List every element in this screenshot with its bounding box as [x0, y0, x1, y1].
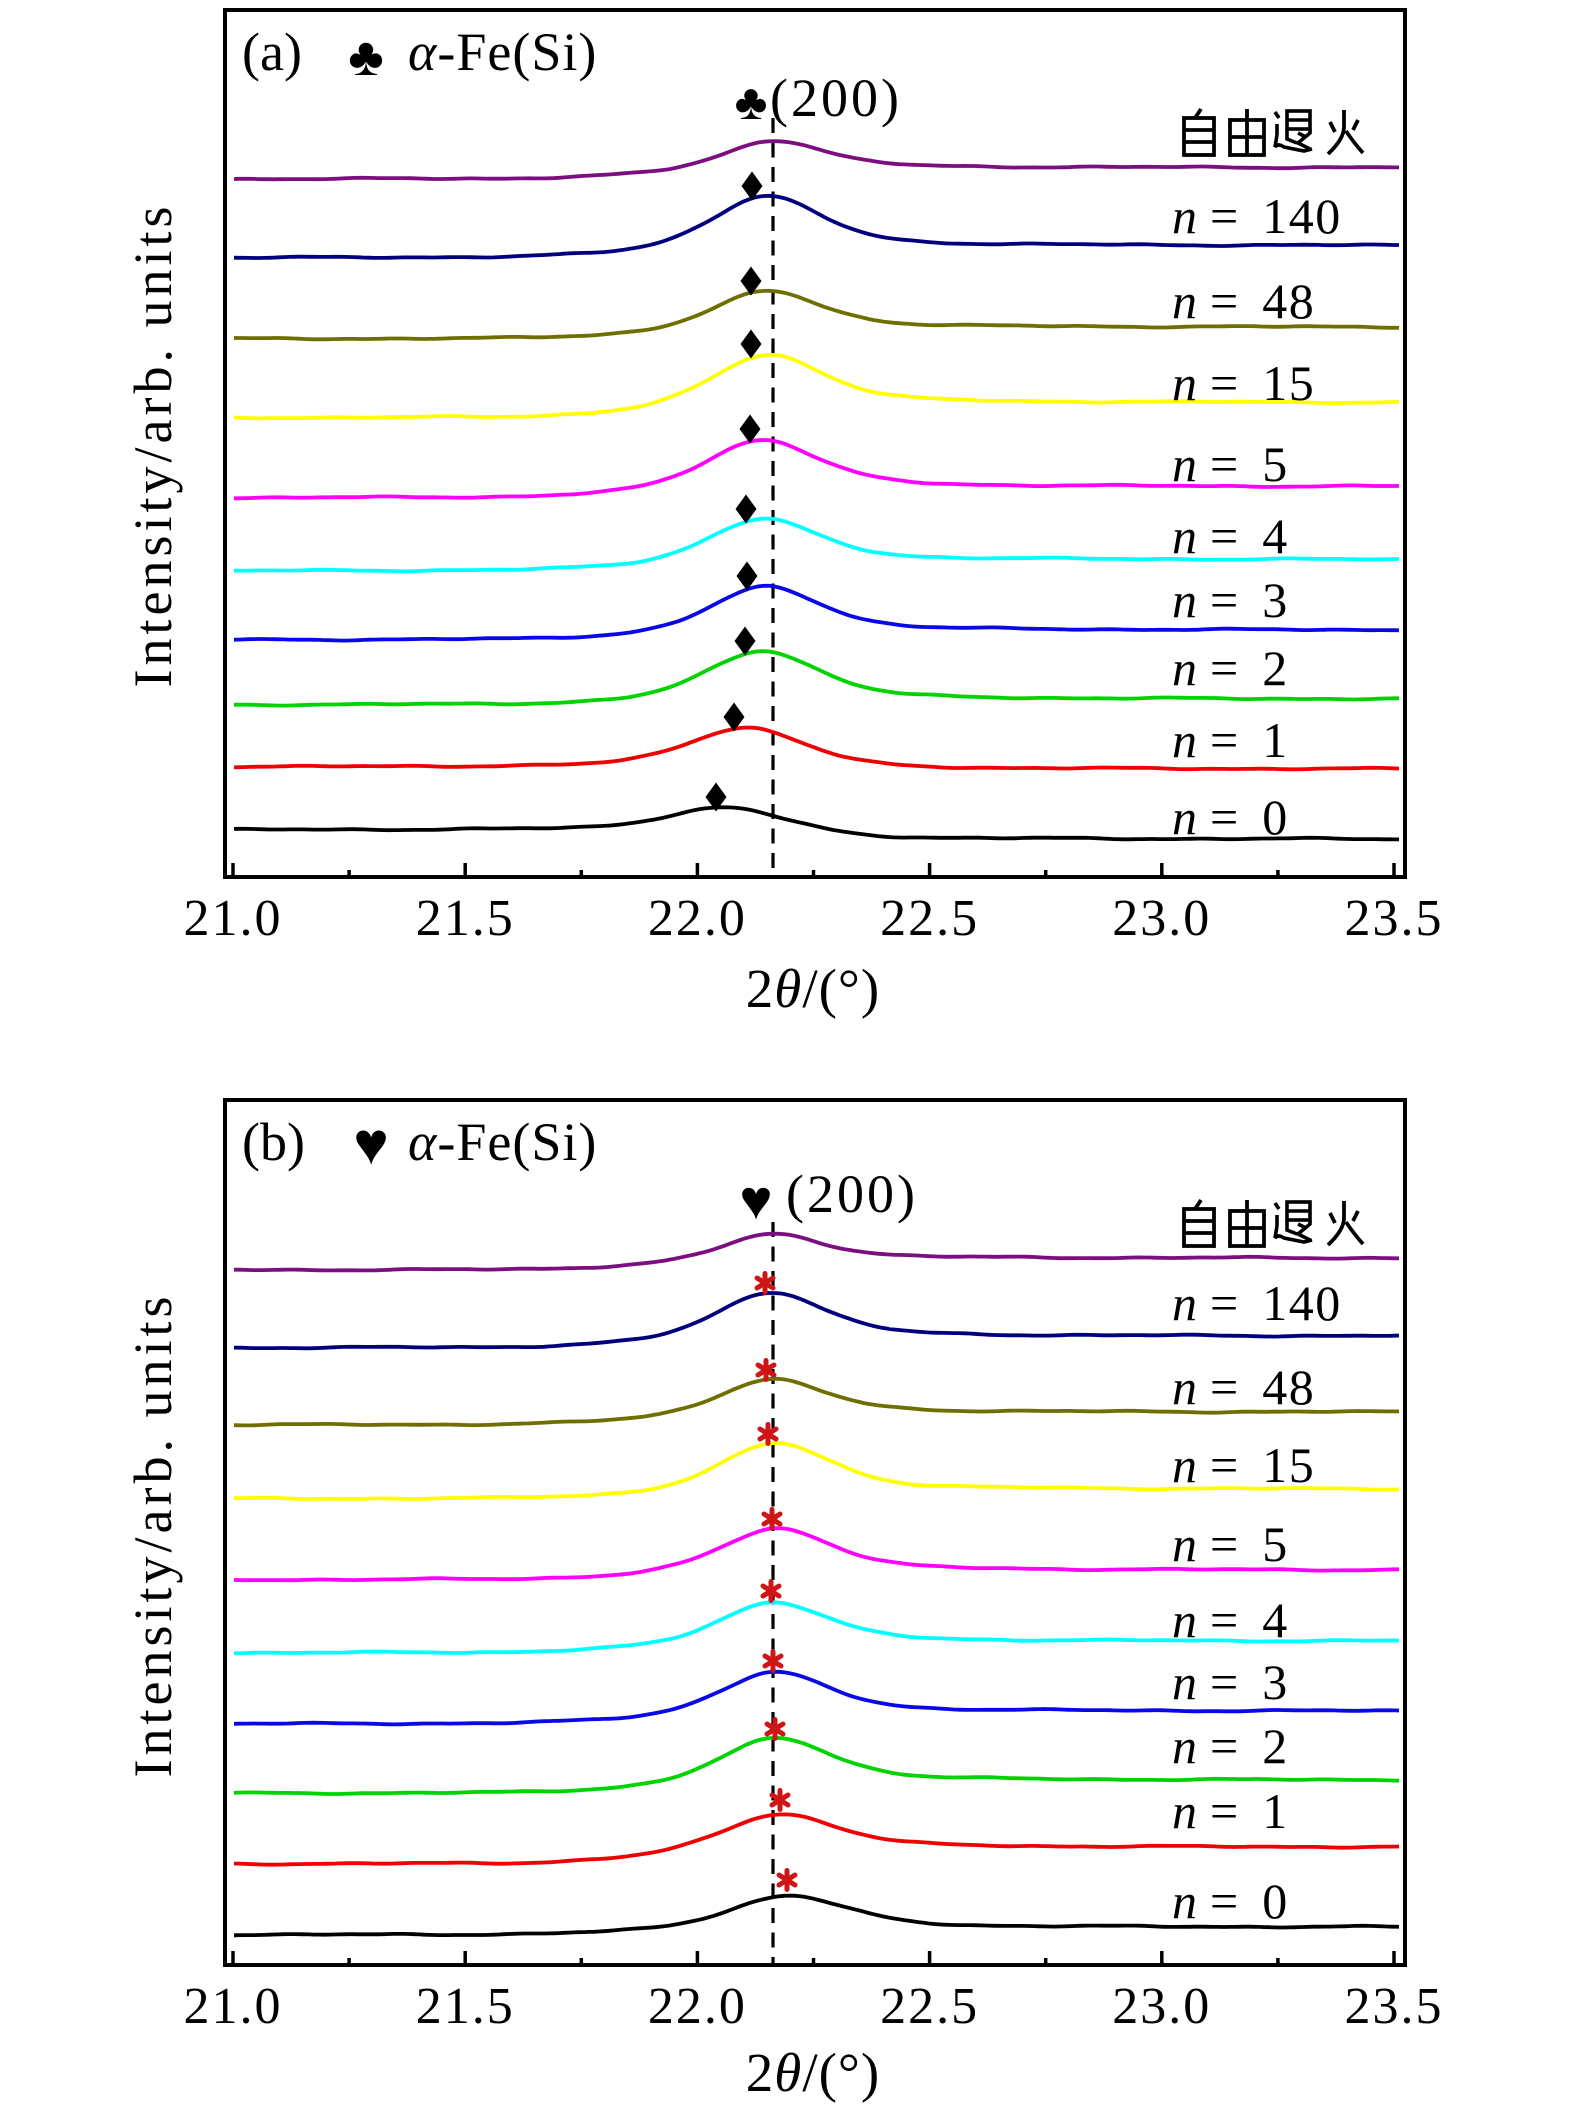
svg-text:n=4: n = 4 [1172, 508, 1289, 564]
svg-text:n=0: n = 0 [1172, 789, 1289, 845]
svg-text:♥: ♥ [739, 1170, 772, 1232]
svg-text:21.5: 21.5 [416, 1978, 515, 2035]
svg-text:♣: ♣ [735, 74, 768, 130]
svg-text:22.0: 22.0 [648, 890, 747, 947]
svg-text:n=5: n = 5 [1172, 436, 1289, 492]
svg-text:n=140: n = 140 [1172, 1275, 1342, 1331]
svg-text:(200): (200) [786, 1164, 918, 1224]
svg-text:♣: ♣ [348, 27, 383, 87]
svg-text:n=3: n = 3 [1172, 1654, 1289, 1710]
svg-text:n=48: n = 48 [1172, 1359, 1315, 1415]
svg-text:22.0: 22.0 [648, 1978, 747, 2035]
svg-text:23.0: 23.0 [1112, 1978, 1211, 2035]
svg-text:21.0: 21.0 [184, 890, 283, 947]
svg-text:Intensity/arb. units: Intensity/arb. units [123, 203, 183, 688]
svg-text:n=4: n = 4 [1172, 1592, 1289, 1648]
svg-text:21.0: 21.0 [184, 1978, 283, 2035]
svg-text:n=1: n = 1 [1172, 1783, 1289, 1839]
svg-text:n=3: n = 3 [1172, 572, 1289, 628]
svg-text:Intensity/arb. units: Intensity/arb. units [123, 1293, 183, 1778]
svg-text:n=1: n = 1 [1172, 712, 1289, 768]
svg-text:α-Fe(Si): α-Fe(Si) [408, 1112, 597, 1172]
svg-text:n=2: n = 2 [1172, 1718, 1289, 1774]
svg-text:2θ/(°): 2θ/(°) [746, 958, 880, 1019]
svg-text:22.5: 22.5 [880, 1978, 979, 2035]
svg-text:23.5: 23.5 [1345, 890, 1444, 947]
svg-text:n=15: n = 15 [1172, 1437, 1315, 1493]
svg-text:n=5: n = 5 [1172, 1516, 1289, 1572]
svg-text:23.5: 23.5 [1345, 1978, 1444, 2035]
svg-text:(200): (200) [770, 68, 902, 128]
svg-text:2θ/(°): 2θ/(°) [746, 2042, 880, 2103]
svg-text:23.0: 23.0 [1112, 890, 1211, 947]
svg-text:22.5: 22.5 [880, 890, 979, 947]
svg-text:n=0: n = 0 [1172, 1873, 1289, 1929]
svg-text:n=2: n = 2 [1172, 640, 1289, 696]
svg-text:n=48: n = 48 [1172, 273, 1315, 329]
svg-text:α-Fe(Si): α-Fe(Si) [408, 22, 597, 82]
svg-text:♥: ♥ [353, 1111, 389, 1177]
svg-text:n=15: n = 15 [1172, 355, 1315, 411]
svg-text:21.5: 21.5 [416, 890, 515, 947]
svg-text:n=140: n = 140 [1172, 188, 1342, 244]
svg-text:(a): (a) [242, 22, 302, 82]
svg-text:(b): (b) [242, 1112, 305, 1172]
